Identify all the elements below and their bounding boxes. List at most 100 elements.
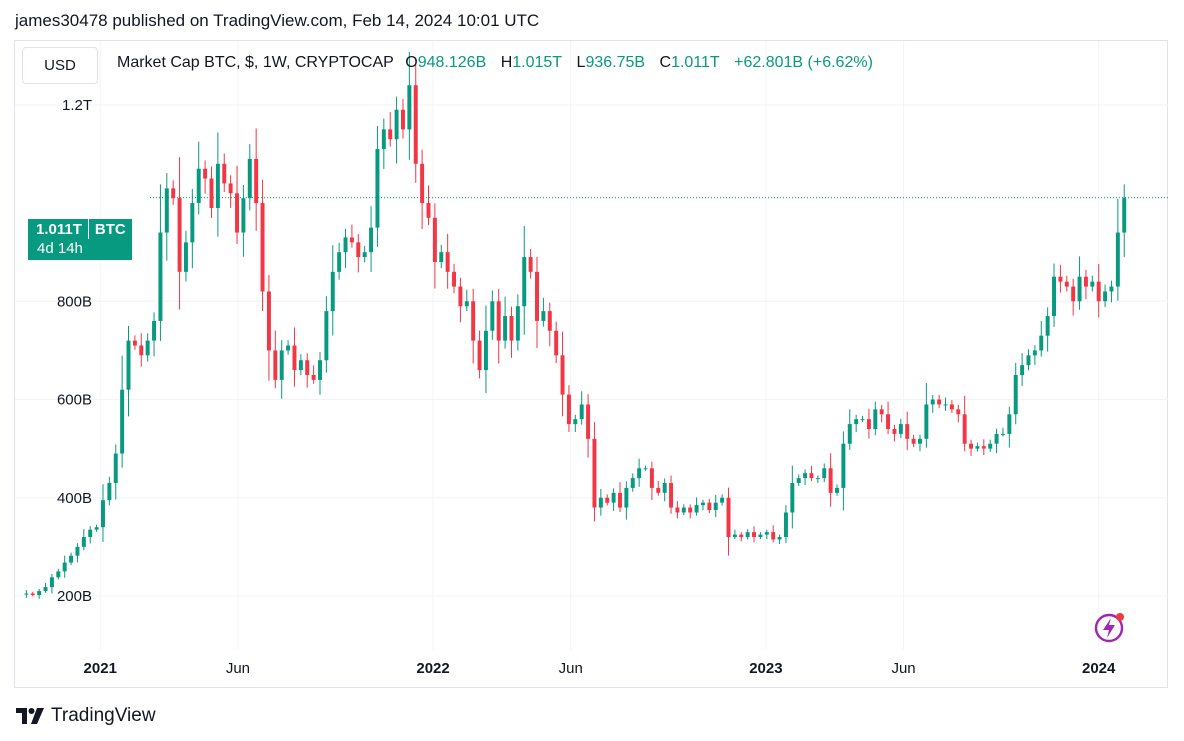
- candle-body: [56, 571, 61, 578]
- candle-body: [1083, 276, 1088, 287]
- candle-down: [586, 394, 591, 458]
- tradingview-logo[interactable]: TradingView: [16, 705, 156, 727]
- candle-up: [24, 589, 29, 598]
- candle-up: [43, 582, 48, 593]
- candle-up: [407, 52, 412, 160]
- candle-down: [1071, 278, 1076, 316]
- candle-body: [1007, 414, 1012, 434]
- candle-body: [145, 340, 150, 356]
- candle-body: [637, 468, 642, 479]
- open-label: O: [405, 54, 418, 71]
- candle-body: [1039, 335, 1044, 351]
- candle-body: [554, 330, 559, 356]
- candle-body: [994, 433, 999, 444]
- candle-body: [88, 529, 93, 538]
- chart-pane[interactable]: [14, 40, 1168, 688]
- candle-body: [228, 183, 233, 194]
- candle-down: [209, 166, 214, 219]
- candle-down: [471, 288, 476, 364]
- candle-up: [764, 529, 769, 540]
- candle-body: [62, 562, 67, 572]
- candle-body: [605, 497, 610, 503]
- candle-down: [292, 327, 297, 387]
- candle-up: [113, 444, 118, 500]
- candle-body: [681, 507, 686, 513]
- candle-up: [394, 96, 399, 164]
- candle-body: [247, 158, 252, 199]
- candle-body: [860, 419, 865, 421]
- last-price-value: 1.011T: [36, 221, 82, 238]
- candle-up: [1000, 427, 1005, 437]
- candle-body: [930, 399, 935, 405]
- candle-up: [860, 415, 865, 422]
- candle-body: [369, 227, 374, 253]
- candle-up: [241, 184, 246, 257]
- lightning-icon[interactable]: [1093, 610, 1127, 649]
- candle-up: [145, 333, 150, 362]
- candle-body: [94, 527, 99, 530]
- candle-down: [228, 175, 233, 209]
- last-price-unit: BTC: [87, 219, 132, 239]
- candle-body: [75, 546, 80, 556]
- tradingview-wordmark: TradingView: [51, 705, 156, 726]
- candle-body: [49, 577, 54, 588]
- candle-up: [1103, 284, 1108, 308]
- candle-body: [381, 129, 386, 150]
- candle-body: [662, 483, 667, 493]
- time-axis: 2021 Jun 2022 Jun 2023 Jun 2024: [84, 660, 1116, 677]
- candle-down: [669, 475, 674, 514]
- candle-up: [732, 529, 737, 540]
- candle-body: [241, 198, 246, 233]
- candle-up: [375, 126, 380, 247]
- candle-up: [515, 294, 520, 351]
- candle-down: [649, 461, 654, 501]
- candle-body: [139, 345, 144, 356]
- candle-down: [30, 591, 35, 597]
- x-tick-label: 2024: [1082, 660, 1116, 677]
- candle-body: [394, 109, 399, 140]
- candle-down: [400, 98, 405, 139]
- candle-up: [1090, 275, 1095, 292]
- candle-body: [854, 419, 859, 425]
- candle-up: [286, 340, 291, 355]
- candle-body: [720, 497, 725, 503]
- candle-down: [911, 434, 916, 448]
- candle-body: [1020, 365, 1025, 375]
- candle-down: [554, 321, 559, 364]
- candle-body: [847, 424, 852, 444]
- candle-up: [611, 488, 616, 511]
- candle-up: [490, 290, 495, 340]
- candle-body: [311, 374, 316, 380]
- candle-body: [388, 129, 393, 140]
- candle-up: [988, 439, 993, 453]
- candle-up: [943, 397, 948, 411]
- candle-up: [369, 206, 374, 272]
- candle-down: [771, 525, 776, 543]
- candle-down: [892, 424, 897, 442]
- candle-body: [177, 198, 182, 272]
- candle-up: [720, 494, 725, 506]
- candle-body: [745, 532, 750, 538]
- candle-body: [535, 271, 539, 321]
- candle-up: [643, 465, 648, 471]
- candle-up: [196, 141, 201, 215]
- candle-body: [752, 532, 757, 538]
- candle-body: [579, 404, 584, 420]
- candle-body: [732, 534, 737, 538]
- candle-body: [286, 345, 291, 351]
- candle-body: [432, 217, 437, 263]
- candle-down: [605, 494, 610, 506]
- candle-body: [630, 478, 635, 488]
- candle-down: [962, 395, 967, 452]
- published-byline: james30478 published on TradingView.com,…: [15, 11, 540, 30]
- candle-up: [190, 188, 195, 269]
- candle-body: [560, 355, 565, 395]
- candle-body: [879, 409, 884, 415]
- symbol-title[interactable]: Market Cap BTC, $, 1W, CRYPTOCAP: [117, 54, 394, 71]
- candle-body: [292, 345, 297, 371]
- candle-down: [1058, 264, 1063, 293]
- candle-body: [400, 109, 405, 130]
- currency-button[interactable]: USD: [22, 47, 98, 84]
- candle-body: [886, 414, 891, 429]
